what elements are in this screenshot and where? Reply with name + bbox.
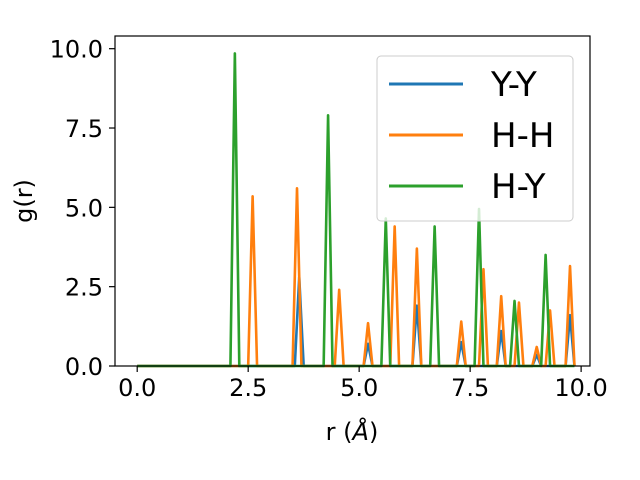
y-tick-label: 7.5 <box>65 115 103 143</box>
x-tick-label: 7.5 <box>451 374 489 402</box>
plot-frame <box>114 35 591 367</box>
series-line-y-y <box>137 275 576 368</box>
x-ticks: 0.0 2.5 5.0 7.5 10.0 <box>118 366 608 402</box>
y-ticks: 0.0 2.5 5.0 7.5 10.0 <box>50 36 115 381</box>
y-axis-label: g(r) <box>10 179 38 223</box>
y-tick-label: 5.0 <box>65 194 103 222</box>
x-axis-label-text: r ( <box>326 418 353 446</box>
x-axis-label: r (Å) <box>326 417 379 446</box>
x-axis-label-unit: Å <box>351 417 369 446</box>
x-tick-label: 5.0 <box>340 374 378 402</box>
x-axis-label-close: ) <box>369 418 378 446</box>
legend-label-y-y: Y-Y <box>490 65 537 105</box>
x-tick-label: 0.0 <box>118 374 156 402</box>
legend: Y-Y H-H H-Y <box>376 55 574 222</box>
legend-label-h-h: H-H <box>491 116 554 156</box>
x-tick-label: 2.5 <box>229 374 267 402</box>
legend-box <box>376 55 574 222</box>
y-tick-label: 2.5 <box>65 274 103 302</box>
legend-label-h-y: H-Y <box>491 167 546 207</box>
y-tick-label: 10.0 <box>50 36 103 64</box>
x-tick-label: 10.0 <box>554 374 607 402</box>
y-tick-label: 0.0 <box>65 353 103 381</box>
